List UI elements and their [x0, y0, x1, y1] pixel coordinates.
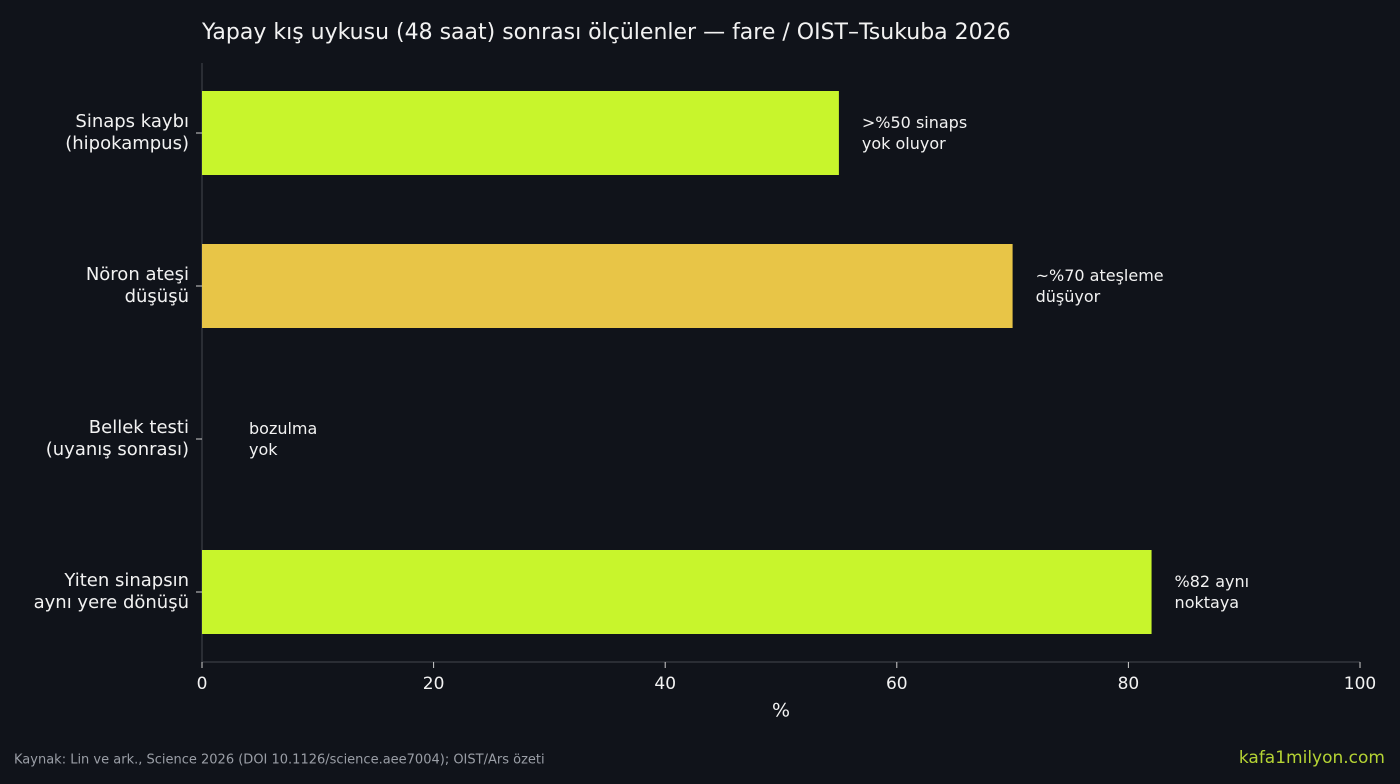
chart-title: Yapay kış uykusu (48 saat) sonrası ölçül…	[201, 20, 1011, 45]
annotation: ~%70 ateşleme düşüyor	[1035, 266, 1164, 306]
annotation: >%50 sinaps yok oluyor	[861, 113, 968, 153]
x-tick-label: 40	[654, 674, 676, 694]
annotation: %82 aynı noktaya	[1174, 572, 1250, 612]
x-tick-label: 20	[423, 674, 445, 694]
y-tick-label: Yiten sinapsın aynı yere dönüşü	[33, 570, 189, 613]
x-tick-label: 0	[197, 674, 208, 694]
bar	[202, 91, 839, 175]
y-tick-label: Bellek testi (uyanış sonrası)	[45, 417, 189, 460]
bar	[202, 550, 1152, 634]
x-tick-label: 80	[1118, 674, 1140, 694]
x-axis-label: %	[772, 700, 790, 722]
x-tick-label: 100	[1344, 674, 1376, 694]
y-tick-label: Nöron ateşi düşüşü	[85, 264, 189, 307]
x-tick-label: 60	[886, 674, 908, 694]
source: Kaynak: Lin ve ark., Science 2026 (DOI 1…	[14, 753, 545, 768]
bar	[202, 244, 1013, 328]
site: kafa1milyon.com	[1239, 748, 1385, 768]
y-tick-label: Sinaps kaybı (hipokampus)	[65, 111, 189, 154]
annotation: bozulma yok	[249, 419, 318, 459]
